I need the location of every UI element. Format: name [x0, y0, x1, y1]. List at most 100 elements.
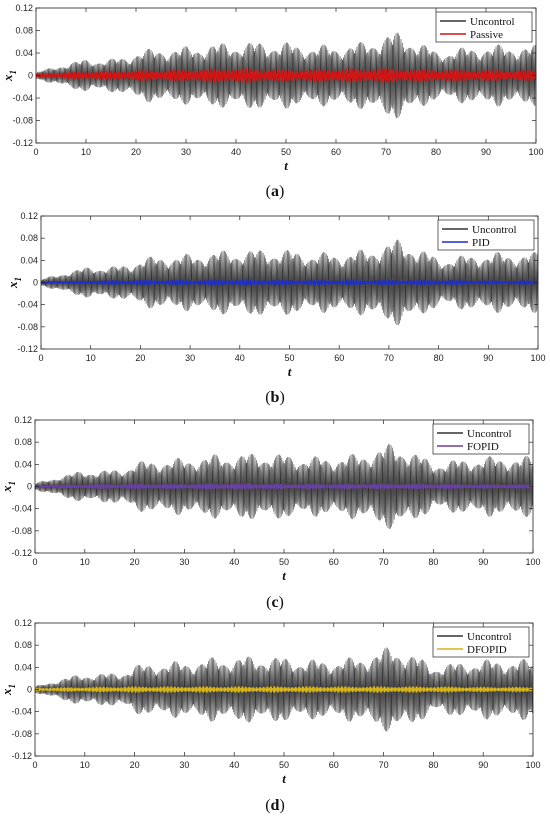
x-tick-label: 10: [81, 147, 91, 157]
x-tick-label: 0: [32, 760, 37, 770]
legend-box: [432, 626, 530, 658]
panel-caption: (c): [266, 594, 284, 611]
y-tick-label: 0: [28, 71, 33, 81]
y-tick-label: -0.04: [11, 707, 32, 717]
x-tick-label: 50: [279, 557, 289, 567]
x-tick-label: 20: [130, 760, 140, 770]
x-tick-label: 40: [231, 147, 241, 157]
x-tick-label: 20: [130, 557, 140, 567]
x-tick-label: 90: [483, 353, 493, 363]
y-tick-label: 0.12: [14, 415, 32, 425]
legend-label: Uncontrol: [472, 224, 517, 236]
y-tick-label: 0.08: [14, 437, 32, 447]
legend-label: PID: [472, 237, 490, 249]
x-tick-label: 100: [528, 147, 543, 157]
series-line-uncontrol: [40, 239, 539, 326]
legend-label: Uncontrol: [467, 428, 512, 440]
x-tick-label: 60: [329, 557, 339, 567]
y-tick-label: 0: [33, 278, 38, 288]
legend-label: Uncontrol: [470, 16, 515, 28]
x-axis-label: t: [282, 568, 286, 583]
x-tick-label: 30: [181, 147, 191, 157]
x-tick-label: 40: [235, 353, 245, 363]
chart-panel-c: 0 10 20 30 40 50 60 70 80 90 100 0.12 0.08 0.04 0 -0.04…: [0, 415, 541, 611]
chart-panel-d: 0 10 20 30 40 50 60 70 80 90 100 0.12 0.08 0.04 0 -0.04…: [0, 618, 541, 814]
x-tick-label: 70: [384, 353, 394, 363]
series-line-dfopid: [34, 686, 534, 693]
y-tick-label: -0.04: [11, 504, 32, 514]
y-tick-label: 0.08: [20, 233, 38, 243]
x-tick-label: 30: [179, 760, 189, 770]
x-tick-label: 90: [478, 760, 488, 770]
x-tick-label: 40: [229, 760, 239, 770]
y-tick-label: 0.04: [14, 459, 32, 469]
y-axis-label: x1: [5, 277, 23, 289]
x-tick-label: 100: [525, 760, 540, 770]
x-tick-label: 20: [131, 147, 141, 157]
y-axis-label: x1: [0, 684, 17, 696]
x-tick-label: 60: [331, 147, 341, 157]
y-tick-label: -0.08: [11, 526, 32, 536]
y-tick-label: 0.12: [15, 3, 33, 13]
x-tick-label: 40: [229, 557, 239, 567]
y-tick-label: -0.04: [17, 300, 38, 310]
x-tick-label: 90: [478, 557, 488, 567]
x-tick-label: 50: [281, 147, 291, 157]
x-axis-label: t: [288, 364, 292, 379]
y-tick-label: -0.12: [11, 751, 32, 761]
y-tick-label: -0.08: [17, 322, 38, 332]
x-tick-label: 100: [525, 557, 540, 567]
y-tick-label: -0.12: [11, 548, 32, 558]
x-tick-label: 50: [279, 760, 289, 770]
x-tick-label: 10: [80, 760, 90, 770]
x-tick-label: 60: [334, 353, 344, 363]
legend-label: Uncontrol: [467, 631, 512, 643]
legend-label: Passive: [470, 29, 503, 41]
legend-label: FOPID: [467, 441, 499, 453]
x-tick-label: 0: [32, 557, 37, 567]
y-tick-label: -0.12: [17, 344, 38, 354]
x-tick-label: 80: [431, 147, 441, 157]
y-tick-label: 0.04: [14, 662, 32, 672]
legend-box: [435, 11, 533, 43]
y-tick-label: 0: [27, 482, 32, 492]
legend-box: [437, 219, 535, 251]
series-line-uncontrol: [34, 444, 534, 530]
x-tick-label: 10: [80, 557, 90, 567]
x-tick-label: 50: [284, 353, 294, 363]
panel-caption: (d): [265, 797, 285, 814]
x-tick-label: 60: [329, 760, 339, 770]
x-tick-label: 100: [530, 353, 545, 363]
y-tick-label: 0.04: [15, 48, 33, 58]
y-tick-label: 0.08: [14, 640, 32, 650]
y-tick-label: -0.04: [12, 93, 33, 103]
x-tick-label: 30: [179, 557, 189, 567]
legend-label: DFOPID: [467, 644, 507, 656]
x-tick-label: 10: [86, 353, 96, 363]
panel-caption: (b): [265, 389, 285, 406]
y-tick-label: 0: [27, 685, 32, 695]
y-axis-label: x1: [0, 481, 17, 493]
y-tick-label: 0.12: [14, 618, 32, 628]
x-tick-label: 0: [38, 353, 43, 363]
panel-caption: (a): [266, 183, 285, 200]
y-tick-label: -0.08: [12, 116, 33, 126]
x-tick-label: 90: [481, 147, 491, 157]
y-tick-label: 0.08: [15, 26, 33, 36]
x-tick-label: 70: [381, 147, 391, 157]
series-line-fopid: [34, 483, 534, 490]
y-axis-label: x1: [0, 70, 18, 82]
x-tick-label: 0: [33, 147, 38, 157]
x-tick-label: 80: [428, 557, 438, 567]
y-tick-label: -0.08: [11, 729, 32, 739]
series-line-passive: [35, 67, 537, 84]
series-line-pid: [40, 279, 539, 286]
x-tick-label: 30: [185, 353, 195, 363]
y-tick-label: 0.12: [20, 211, 38, 221]
y-tick-label: -0.12: [12, 138, 33, 148]
